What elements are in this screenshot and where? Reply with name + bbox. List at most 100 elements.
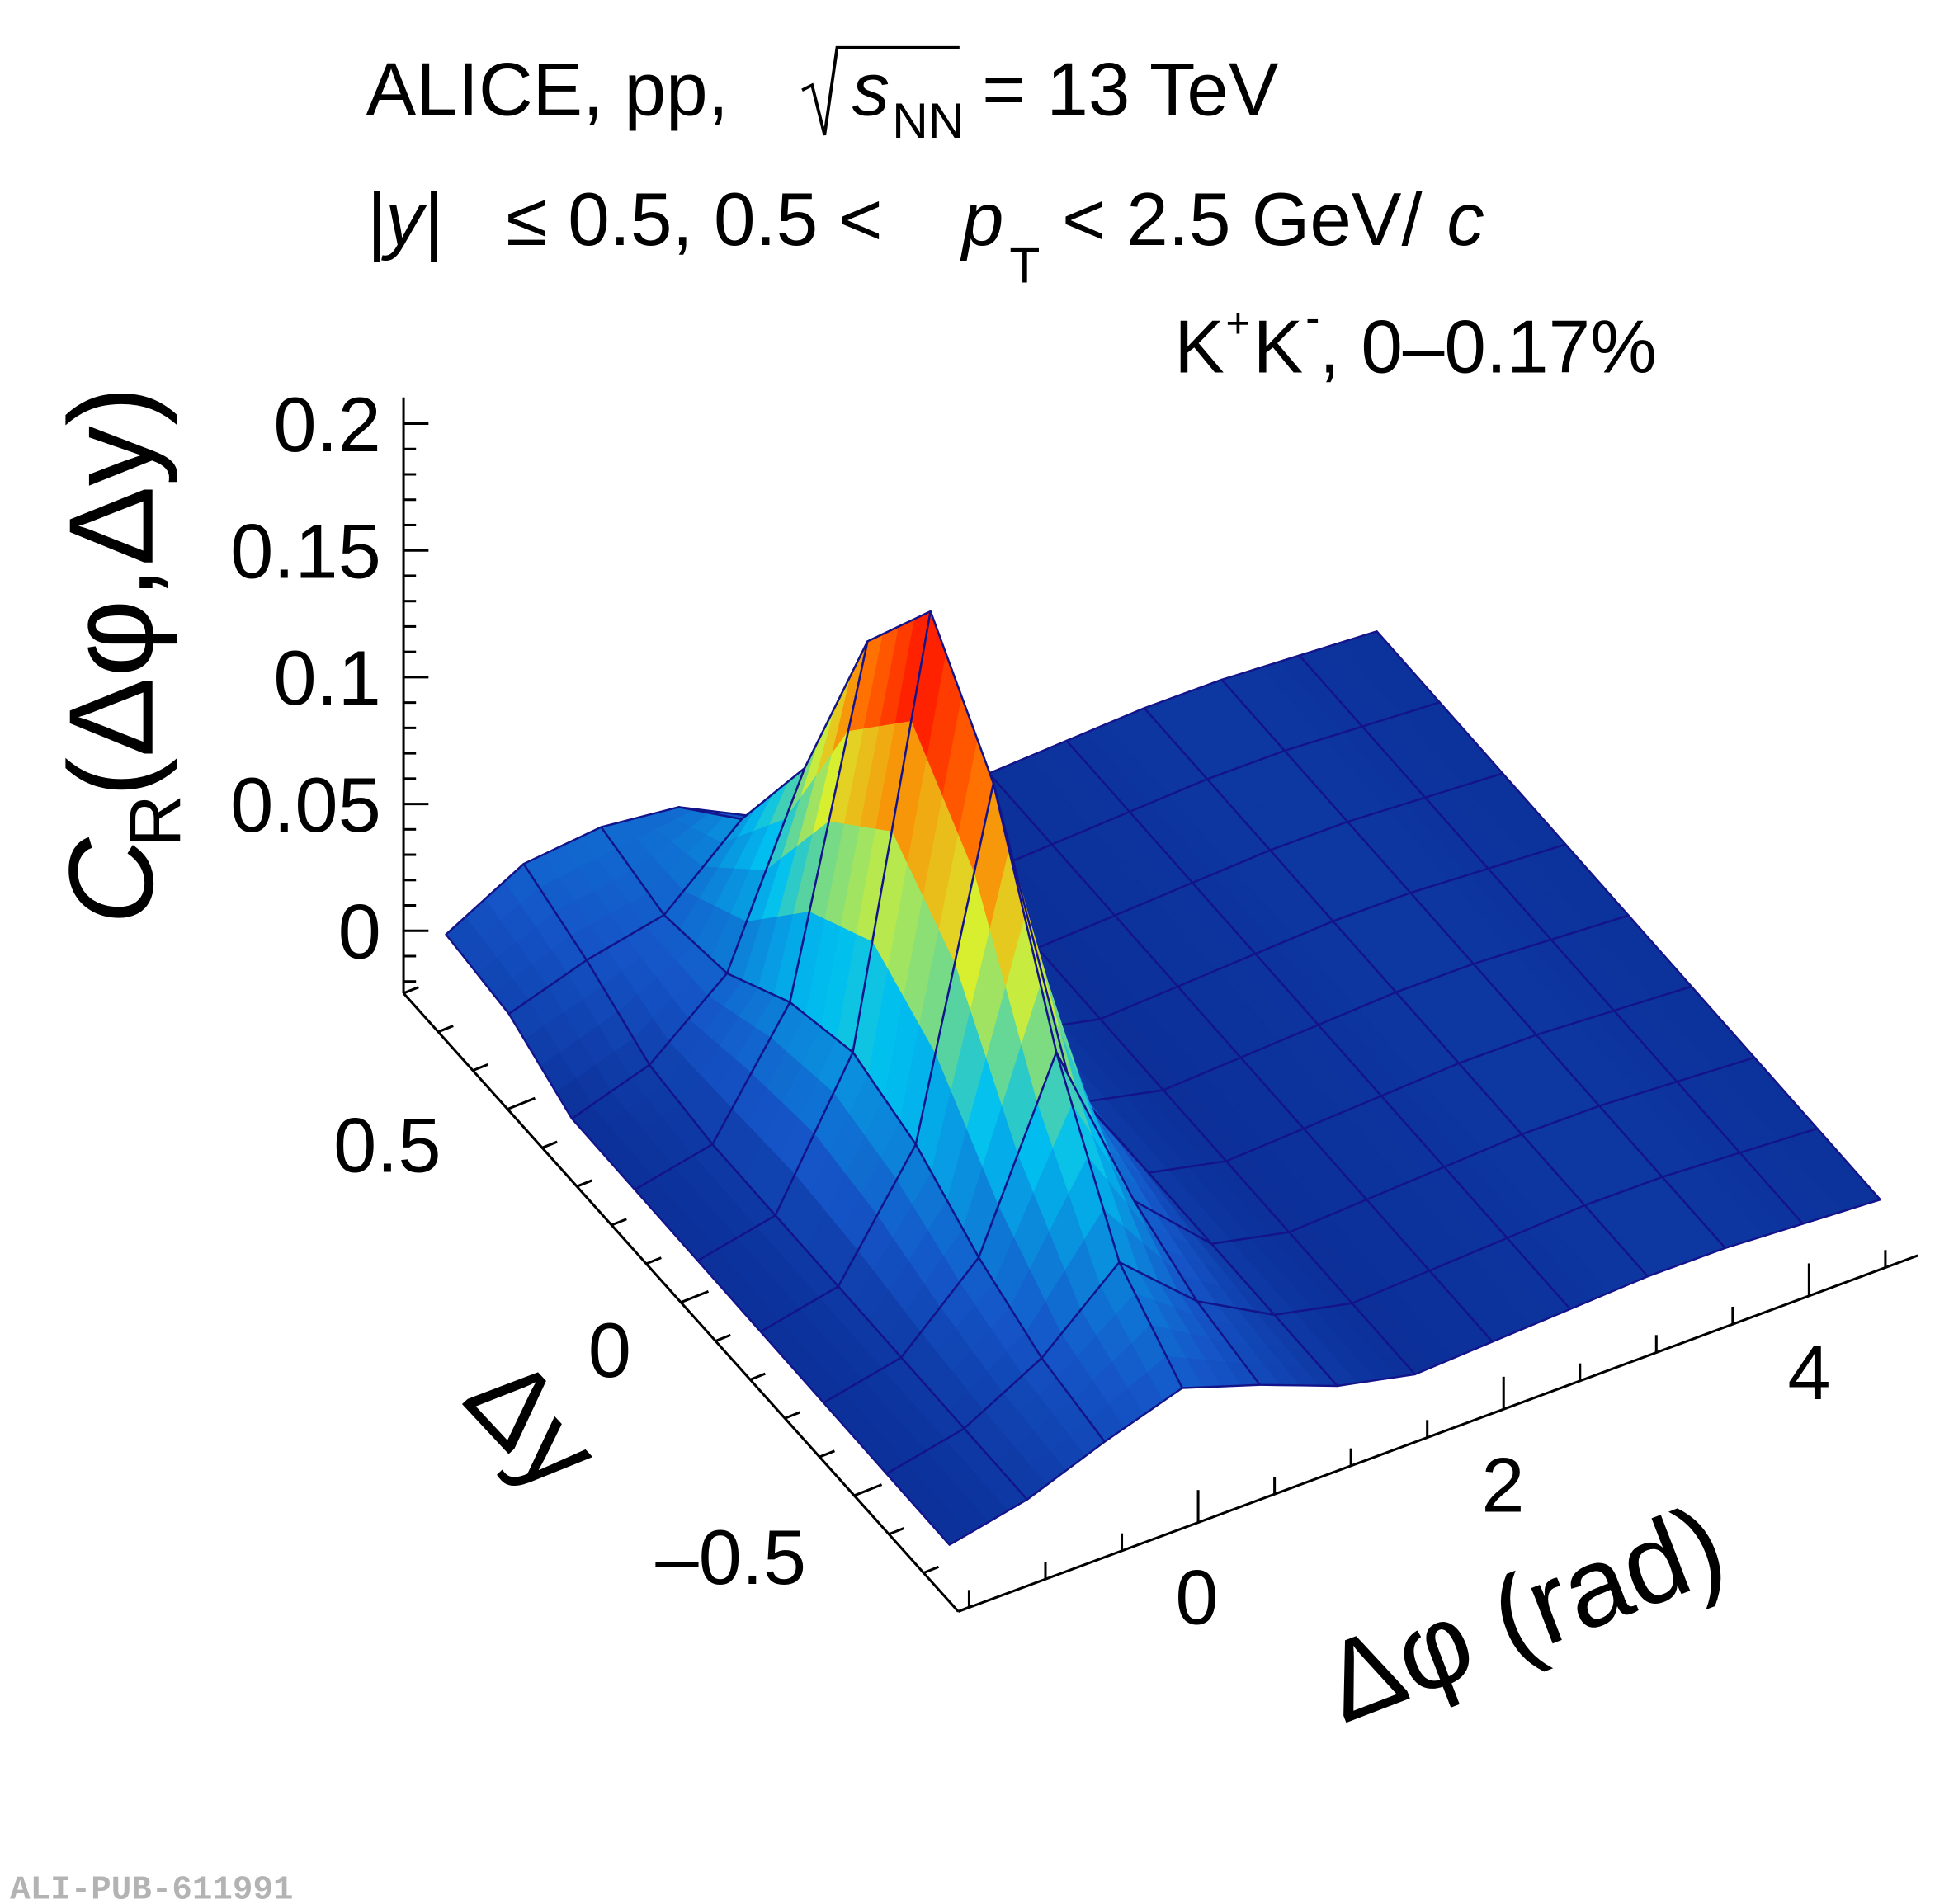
surface-cell xyxy=(1472,938,1616,1036)
surface-cell xyxy=(1273,1302,1417,1388)
surface-cell xyxy=(585,913,729,1067)
surface-cell xyxy=(1443,1133,1586,1239)
header-k2: K xyxy=(1253,305,1304,389)
header-line3-suffix: , 0–0.17% xyxy=(1319,305,1657,389)
surface-cell xyxy=(774,1051,918,1288)
surface-cell xyxy=(1177,953,1319,1059)
y-axis-minor-tick xyxy=(784,1411,800,1420)
z-axis-tick-label: 0.05 xyxy=(230,761,381,848)
y-axis-tick-label: –0.5 xyxy=(655,1514,806,1600)
header-sup2: - xyxy=(1305,294,1319,342)
y-axis-minor-tick xyxy=(437,1025,454,1034)
header-k1: K xyxy=(1174,305,1225,389)
y-axis-minor-tick xyxy=(576,1179,592,1188)
surface-cell xyxy=(1661,1152,1805,1250)
surface xyxy=(445,609,1881,1546)
y-axis-major-tick xyxy=(680,1289,710,1304)
y-axis-major-tick xyxy=(507,1096,536,1110)
surface-cell xyxy=(1332,892,1475,994)
surface-cell xyxy=(1113,881,1257,988)
surface-cell xyxy=(759,1285,903,1404)
header-rapidity: |y| xyxy=(366,178,443,262)
surface-cell xyxy=(1143,678,1286,780)
y-axis-major-tick xyxy=(853,1483,883,1497)
surface-cell xyxy=(711,1001,854,1217)
y-axis-minor-tick xyxy=(611,1218,627,1227)
surface-cell xyxy=(1612,985,1756,1083)
surface-cell xyxy=(1521,1105,1663,1207)
surface-cell xyxy=(507,959,651,1120)
surface-cell xyxy=(445,862,588,1016)
surface-cell xyxy=(1147,1160,1291,1245)
surface-cell xyxy=(1055,1051,1199,1303)
surface-cell xyxy=(977,1050,1121,1360)
x-axis-tick-label: 2 xyxy=(1481,1441,1524,1528)
surface-cell xyxy=(822,1356,965,1475)
surface-cell xyxy=(1535,1009,1678,1107)
surface-cell xyxy=(1676,1056,1819,1154)
header-p: p xyxy=(960,178,1004,262)
surface-cell xyxy=(634,1143,776,1262)
z-axis-title-sub: R xyxy=(115,794,196,846)
header-p-sub: T xyxy=(1009,237,1040,293)
surface-cell xyxy=(663,766,806,975)
z-axis-tick-label: 0.15 xyxy=(230,508,381,595)
surface-cell xyxy=(1298,630,1442,728)
surface-cell xyxy=(885,1427,1029,1546)
surface-cell xyxy=(1302,1095,1446,1201)
surface-cell xyxy=(1506,1204,1649,1311)
y-axis-tick-label: 0 xyxy=(588,1307,631,1393)
surface-cell xyxy=(1361,701,1504,799)
header-sup1: + xyxy=(1225,299,1250,346)
header: ALICE, pp, s NN = 13 TeV |y| ≤ 0.5, 0.5 … xyxy=(366,45,1657,389)
surface-cell xyxy=(1254,920,1397,1026)
z-axis-tick-label: 0.1 xyxy=(273,634,380,721)
surface-grid-line xyxy=(885,1427,1029,1546)
surface-cell xyxy=(1428,1237,1571,1343)
surface-cell xyxy=(725,640,869,1004)
z-axis-tick-label: 0.2 xyxy=(273,381,380,468)
y-axis-minor-tick xyxy=(472,1063,488,1072)
axes: 0 0.05 0.1 0.15 0.2 0.5 0 –0.5 0 2 4 xyxy=(230,381,1918,1641)
header-line1-suffix: = 13 TeV xyxy=(982,49,1279,132)
watermark: ALI-PUB-611991 xyxy=(10,1872,293,1904)
surface-cell xyxy=(988,739,1131,846)
surface-cell xyxy=(1041,1261,1183,1443)
y-axis-minor-tick xyxy=(645,1256,662,1265)
x-axis-tick-label: 4 xyxy=(1787,1329,1830,1416)
x-axis-tick-label: 0 xyxy=(1175,1554,1218,1641)
surface-cell xyxy=(1162,1056,1305,1162)
surface-cell xyxy=(1239,1024,1383,1130)
surface-cell xyxy=(1288,1198,1431,1305)
header-s: s xyxy=(852,49,890,132)
surface-cell xyxy=(522,826,665,962)
z-axis-title-main: C xyxy=(44,837,178,925)
y-axis-minor-tick xyxy=(923,1565,940,1575)
y-axis-minor-tick xyxy=(403,986,419,995)
y-axis-minor-tick xyxy=(749,1372,766,1381)
y-axis-tick-label: 0.5 xyxy=(333,1101,441,1188)
header-line1-prefix: ALICE, pp, xyxy=(366,49,729,132)
surface-cell xyxy=(1457,1034,1601,1136)
header-s-sub: NN xyxy=(892,92,964,148)
surface-cell xyxy=(1583,1176,1726,1278)
surface-cell xyxy=(789,610,932,1053)
surface-cell xyxy=(648,972,791,1146)
surface-cell xyxy=(837,1143,980,1359)
x-axis-line xyxy=(957,1254,1918,1613)
surface-cell xyxy=(696,1214,840,1333)
z-axis-tick-label: 0 xyxy=(338,888,381,975)
header-c: c xyxy=(1446,178,1484,262)
header-line2-mid: ≤ 0.5, 0.5 < xyxy=(506,178,882,262)
surface-cell xyxy=(1487,843,1630,941)
surface-cell xyxy=(600,806,743,917)
surface-cell xyxy=(1050,810,1194,917)
y-axis-minor-tick xyxy=(888,1527,905,1536)
surface-cell xyxy=(1423,772,1567,870)
surface-cell xyxy=(1191,849,1334,955)
header-line2-suffix: < 2.5 GeV/ xyxy=(1062,178,1423,262)
z-axis-title-rest: (Δφ,Δy) xyxy=(44,386,178,797)
sqrt-sign-icon xyxy=(801,45,960,136)
y-axis-minor-tick xyxy=(819,1449,835,1459)
